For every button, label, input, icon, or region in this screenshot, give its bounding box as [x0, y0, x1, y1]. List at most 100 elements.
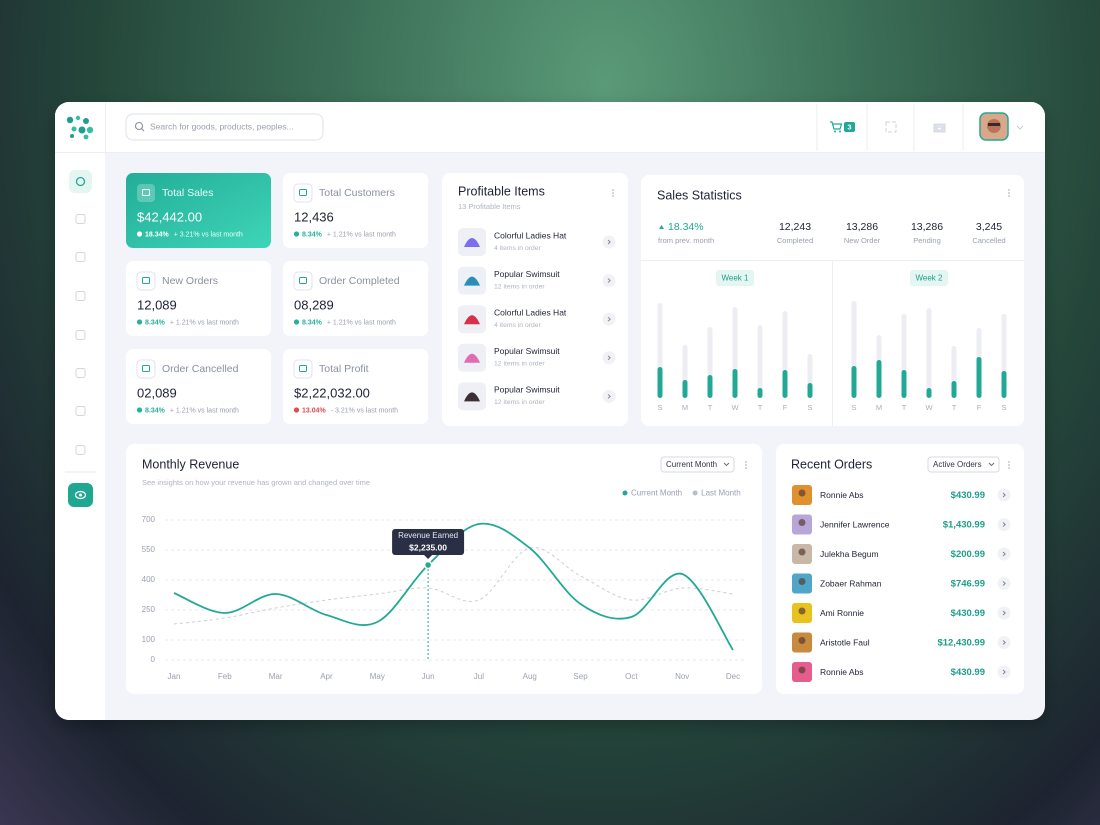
- stat-card[interactable]: [126, 261, 271, 336]
- x-tick-label: S: [807, 403, 812, 412]
- stat-value: 13,286: [846, 221, 878, 233]
- more-dot: [745, 461, 747, 463]
- nav-icon[interactable]: [75, 406, 86, 416]
- order-amount: $746.99: [951, 579, 985, 590]
- search-placeholder: Search for goods, products, peoples...: [150, 121, 294, 131]
- dropdown[interactable]: [660, 456, 735, 473]
- order-amount: $430.99: [951, 667, 985, 678]
- cart-wheel: [834, 130, 836, 133]
- stat-change: 8.34%: [302, 319, 323, 326]
- x-tick-label: W: [925, 403, 933, 412]
- more-dot: [1008, 195, 1010, 197]
- cart-icon[interactable]: [830, 121, 843, 130]
- item-detail: 12 items in order: [494, 361, 545, 368]
- week-pill: [910, 270, 948, 286]
- nav-icon[interactable]: [75, 445, 86, 455]
- arrow-button[interactable]: [997, 488, 1011, 502]
- arrow-icon: [1002, 581, 1006, 586]
- arrow-button[interactable]: [997, 577, 1011, 590]
- x-tick-label: T: [708, 403, 713, 412]
- stat-label: Cancelled: [972, 236, 1005, 245]
- stat-card[interactable]: [283, 173, 428, 248]
- nav-icon[interactable]: [75, 252, 86, 262]
- arrow-button[interactable]: [997, 636, 1011, 649]
- x-tick-label: Jul: [474, 672, 484, 681]
- stat-comparison: + 1.21% vs last month: [170, 319, 239, 326]
- nav-eye-icon: [74, 490, 87, 500]
- stat-card[interactable]: [126, 349, 271, 424]
- stat-value: 12,243: [779, 221, 811, 233]
- dropdown[interactable]: [927, 456, 1000, 473]
- stat-value: 13,286: [911, 221, 943, 233]
- item-picture: [464, 315, 480, 325]
- week-pill: [716, 270, 754, 286]
- stat-label: Total Sales: [162, 187, 213, 199]
- arrow-button[interactable]: [997, 518, 1011, 531]
- arrow-button[interactable]: [997, 547, 1011, 561]
- order-avatar-head: [798, 489, 806, 497]
- panel-subtitle: 13 Profitable Items: [458, 202, 521, 211]
- nav-icon[interactable]: [75, 330, 86, 340]
- order-amount: $12,430.99: [937, 638, 985, 649]
- arrow-button[interactable]: [997, 606, 1011, 620]
- stat-change-dot: [293, 407, 300, 413]
- arrow-button[interactable]: [602, 235, 616, 249]
- arrow-icon: [607, 355, 611, 361]
- cart-wheel: [839, 130, 841, 133]
- search-icon: [141, 128, 145, 132]
- logo-dot: [75, 115, 81, 121]
- item-name: Popular Swimsuit: [494, 385, 560, 395]
- nav-icon: [75, 176, 86, 187]
- stat-change: 13.04%: [302, 407, 327, 414]
- stat-label: Order Completed: [319, 275, 400, 287]
- bar: [807, 383, 813, 398]
- stat-label: New Order: [844, 236, 881, 245]
- stat-card-highlight[interactable]: [126, 173, 271, 248]
- logo-dot: [71, 126, 77, 132]
- nav-icon[interactable]: [75, 368, 86, 378]
- arrow-icon: [1002, 669, 1006, 675]
- nav-active[interactable]: [69, 170, 92, 193]
- arrow-icon: [607, 394, 611, 399]
- logo-dot: [86, 126, 94, 134]
- stat-change: 18.34%: [145, 231, 170, 238]
- order-name: Ami Ronnie: [820, 608, 864, 618]
- more-dot: [1008, 192, 1010, 194]
- bar: [782, 370, 788, 398]
- stat-change-dot: [136, 407, 143, 413]
- item-picture: [464, 238, 480, 247]
- item-detail: 12 items in order: [494, 399, 545, 406]
- search-box[interactable]: [125, 113, 324, 141]
- panel-subtitle: See insights on how your revenue has gro…: [142, 478, 370, 487]
- logo-dot: [83, 118, 89, 124]
- arrow-button[interactable]: [602, 312, 616, 326]
- more-dot: [612, 192, 614, 194]
- nav-eye-icon: [79, 493, 82, 497]
- arrow-button[interactable]: [997, 665, 1011, 679]
- order-avatar-head: [798, 666, 806, 674]
- order-name: Aristotle Faul: [820, 637, 870, 647]
- nav-icon[interactable]: [75, 291, 86, 301]
- nav-icon[interactable]: [75, 214, 86, 224]
- stat-card[interactable]: [283, 349, 428, 424]
- x-tick-label: Aug: [523, 672, 537, 681]
- arrow-button[interactable]: [602, 389, 616, 403]
- x-tick-label: Dec: [726, 672, 740, 681]
- dropdown-label: Current Month: [666, 460, 717, 469]
- more-dot: [1008, 461, 1010, 463]
- inbox-icon[interactable]: [933, 123, 946, 133]
- search-icon: [134, 121, 144, 131]
- bar: [1001, 371, 1007, 398]
- stat-card[interactable]: [283, 261, 428, 336]
- x-tick-label: Mar: [269, 672, 283, 681]
- arrow-button[interactable]: [602, 274, 616, 288]
- arrow-icon: [1002, 640, 1006, 645]
- stat-icon: [136, 271, 156, 291]
- panel-title: Sales Statistics: [657, 188, 742, 202]
- stat-comparison: + 3.21% vs last month: [174, 231, 243, 238]
- arrow-button[interactable]: [602, 351, 616, 365]
- fullscreen-icon[interactable]: [885, 121, 897, 133]
- x-tick-label: F: [783, 403, 788, 412]
